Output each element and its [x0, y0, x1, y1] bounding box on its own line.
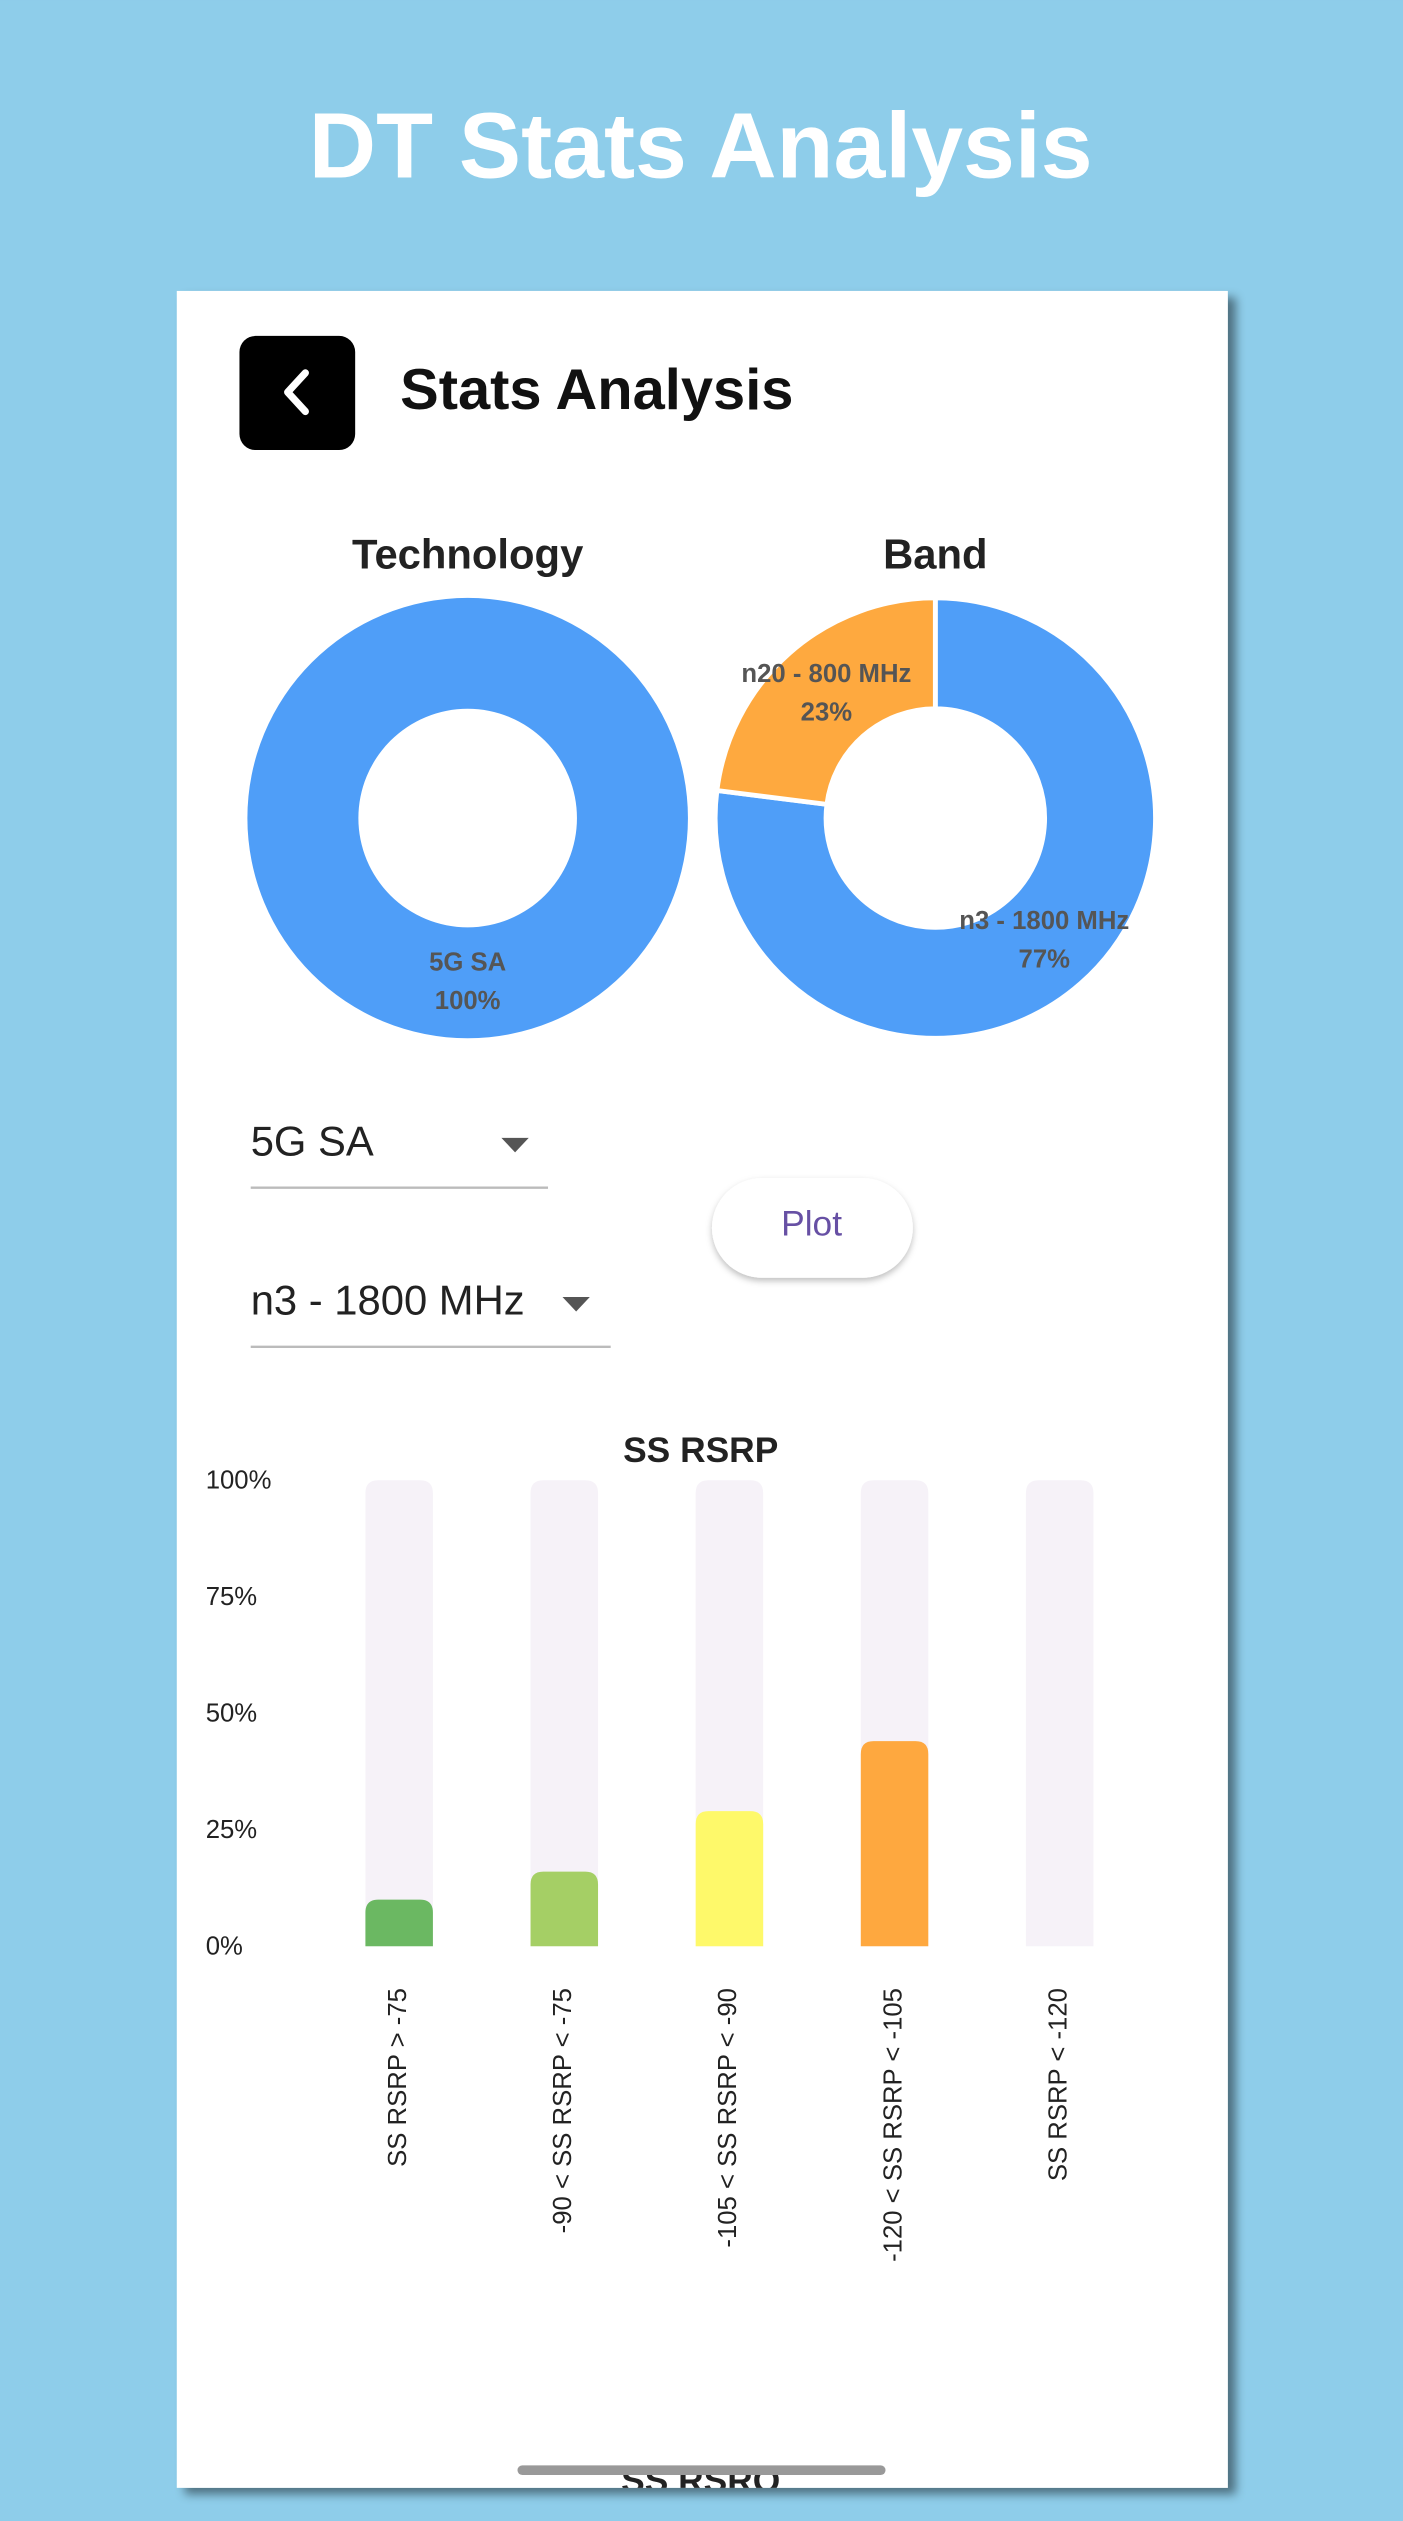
slice-label: 5G SA [429, 948, 506, 976]
slice-label: n20 - 800 MHz [741, 660, 911, 688]
chart-title: Band [883, 531, 987, 578]
scroll-handle [517, 2465, 886, 2475]
x-tick-label: SS RSRP > -75 [384, 1988, 412, 2167]
app-title: Stats Analysis [400, 358, 793, 422]
bar [530, 1871, 599, 1947]
y-tick-label: 0% [206, 1933, 243, 1961]
y-tick-label: 25% [206, 1816, 257, 1844]
bar [860, 1741, 929, 1947]
slice-value-label: 100% [435, 987, 501, 1015]
y-tick-label: 75% [206, 1583, 257, 1611]
chart-title: Technology [352, 531, 583, 578]
bar [365, 1899, 433, 1947]
y-tick-label: 50% [206, 1700, 257, 1728]
x-tick-label: -120 < SS RSRP < -105 [879, 1988, 907, 2262]
dropdown-band[interactable]: n3 - 1800 MHz [251, 1276, 525, 1323]
page-title: DT Stats Analysis [309, 93, 1093, 197]
slice-label: n3 - 1800 MHz [959, 907, 1129, 935]
bar-track [1025, 1480, 1094, 1947]
plot-button[interactable] [711, 1178, 913, 1278]
slice-value-label: 23% [801, 699, 853, 727]
dropdown-arrow[interactable] [501, 1137, 529, 1153]
dropdown-technology[interactable]: 5G SA [251, 1117, 374, 1164]
y-tick-label: 100% [206, 1467, 272, 1495]
back-icon [284, 369, 309, 416]
pie-slice [247, 597, 688, 1039]
plot-button-label[interactable]: Plot [781, 1205, 842, 1244]
x-tick-label: -105 < SS RSRP < -90 [714, 1988, 742, 2248]
bar-track [530, 1480, 599, 1947]
pie-slice [714, 595, 938, 808]
card-content: Stats Analysis 5G SA n3 - 1800 MHz Plot … [206, 335, 1158, 2488]
bar-track [365, 1480, 433, 1947]
pie-slice [712, 595, 1158, 1041]
x-tick-label: SS RSRP < -120 [1044, 1988, 1072, 2181]
x-tick-label: -90 < SS RSRP < -75 [549, 1988, 577, 2233]
chart-title: SS RSRP [623, 1431, 778, 1470]
bar [695, 1811, 764, 1947]
back-button[interactable] [239, 335, 356, 451]
dropdown-arrow[interactable] [562, 1296, 590, 1312]
slice-value-label: 77% [1019, 946, 1071, 974]
